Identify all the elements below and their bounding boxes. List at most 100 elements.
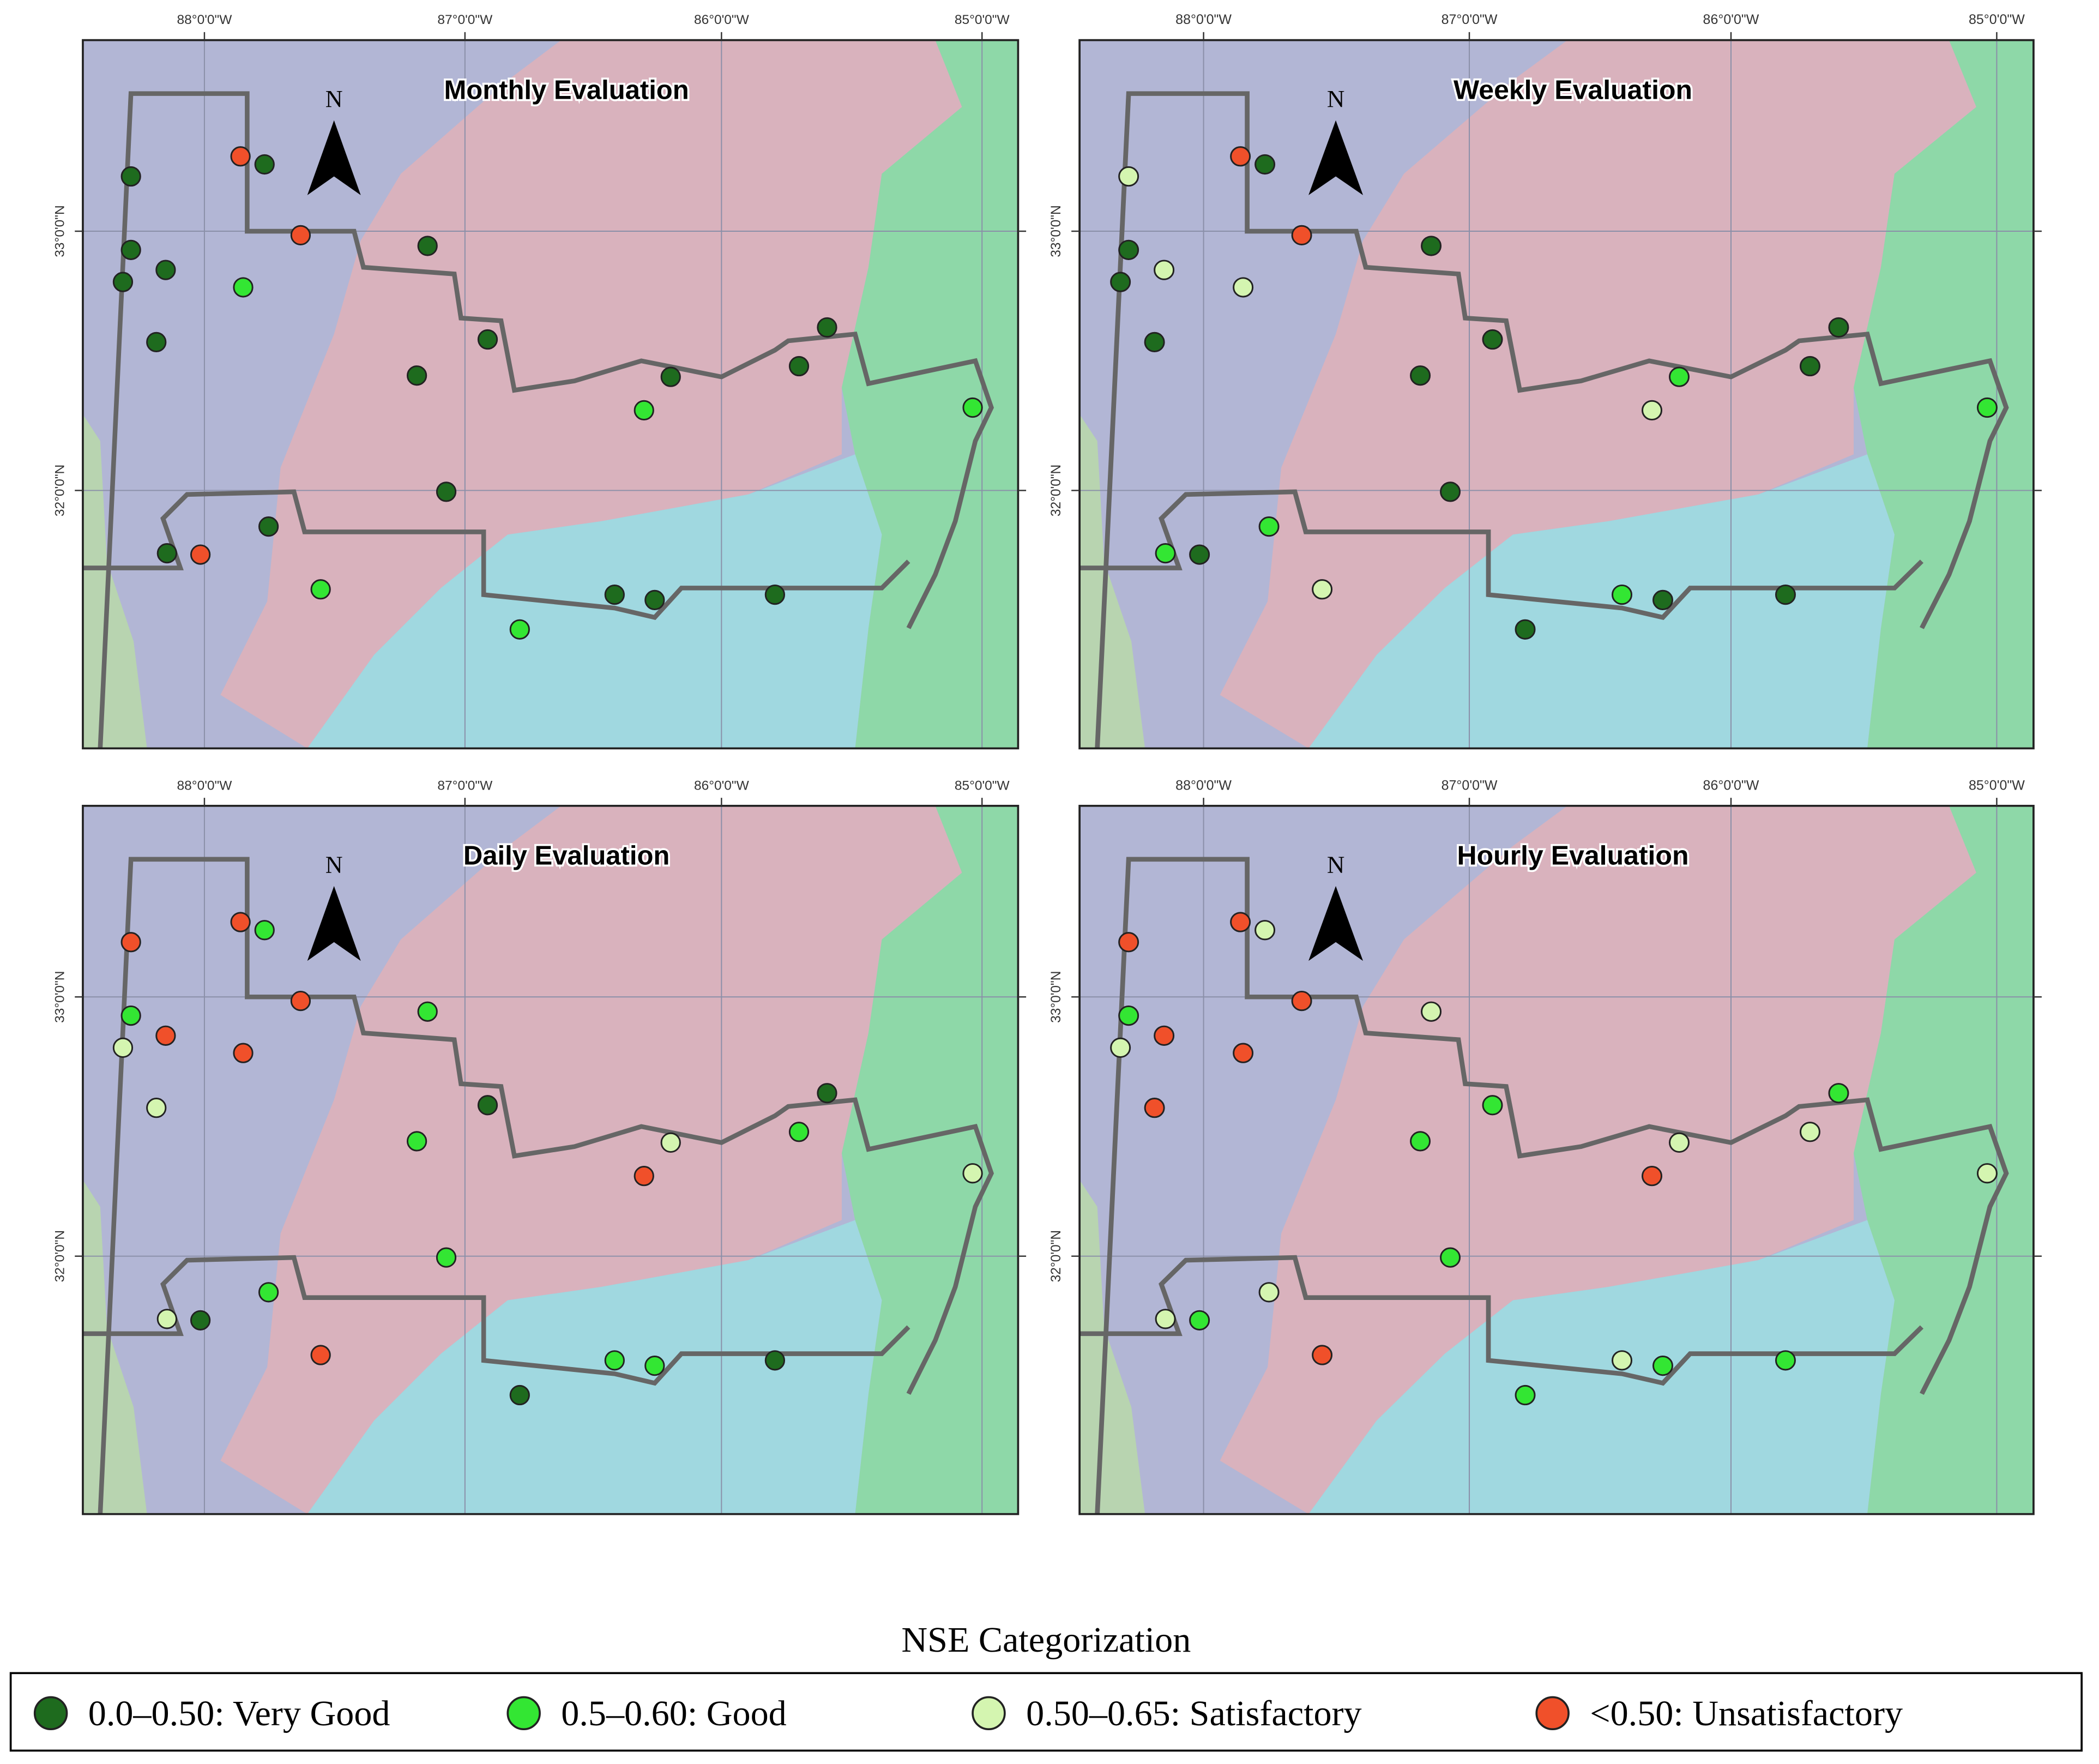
station xyxy=(417,1001,438,1022)
station xyxy=(1799,1122,1820,1142)
station xyxy=(1482,329,1503,350)
lat-tick-label: 33°0'0"N xyxy=(53,971,68,1023)
lon-tick-label: 88°0'0"W xyxy=(1175,779,1232,793)
basin-area xyxy=(220,40,962,749)
legend-marker xyxy=(972,1696,1006,1731)
station xyxy=(155,260,176,280)
station xyxy=(1642,1166,1663,1187)
lat-tick-label: 32°0'0"N xyxy=(1049,1230,1064,1282)
station xyxy=(254,154,275,175)
station xyxy=(1652,1356,1674,1376)
station xyxy=(962,1163,983,1184)
station xyxy=(509,619,530,640)
legend-label: 0.5–0.60: Good xyxy=(561,1694,786,1733)
river-border xyxy=(1095,857,2009,1514)
station xyxy=(1110,1037,1131,1058)
river-border xyxy=(98,91,994,749)
station xyxy=(1110,272,1131,292)
station xyxy=(1189,544,1210,565)
station xyxy=(310,1345,331,1365)
river-border xyxy=(98,857,994,1514)
station xyxy=(1612,1350,1633,1371)
station xyxy=(1230,912,1251,932)
station xyxy=(1828,317,1849,338)
station xyxy=(644,1356,665,1376)
station xyxy=(660,366,681,387)
basin-area xyxy=(841,805,1018,1514)
map-frame xyxy=(82,39,1020,750)
station xyxy=(230,912,251,932)
station xyxy=(1118,166,1139,187)
north-label: N xyxy=(1327,86,1344,113)
north-label: N xyxy=(325,86,343,112)
station xyxy=(120,166,141,187)
station xyxy=(604,584,625,605)
station xyxy=(406,365,427,386)
basin-area xyxy=(1853,805,2034,1514)
lon-tick-label: 88°0'0"W xyxy=(177,13,233,27)
basin-area xyxy=(82,1179,147,1514)
basin-area xyxy=(1220,805,1976,1514)
station xyxy=(477,329,498,350)
panel-title: Daily Evaluation xyxy=(463,841,670,871)
station xyxy=(112,272,134,292)
basin-area xyxy=(1079,414,1145,749)
station xyxy=(1118,932,1139,953)
station xyxy=(233,277,254,298)
station xyxy=(1233,277,1254,298)
basin-area xyxy=(1853,40,2034,749)
station xyxy=(417,236,438,256)
north-label: N xyxy=(1327,851,1344,878)
map-frame xyxy=(1078,39,2035,750)
station xyxy=(1254,154,1276,175)
station xyxy=(1291,225,1312,246)
station xyxy=(644,589,665,611)
station xyxy=(1230,146,1251,167)
station xyxy=(1652,589,1674,611)
lat-tick-label: 32°0'0"N xyxy=(53,1230,68,1282)
basin-area xyxy=(841,40,1018,749)
legend-marker xyxy=(33,1696,68,1731)
basin-area xyxy=(1308,1220,1895,1514)
lon-tick-label: 88°0'0"W xyxy=(1175,13,1232,27)
river-border xyxy=(1079,1255,1924,1386)
map-frame xyxy=(82,804,1020,1515)
station xyxy=(660,1132,681,1153)
lat-tick-label: 33°0'0"N xyxy=(53,205,68,257)
station xyxy=(764,584,786,605)
north-label: N xyxy=(325,851,343,878)
legend-label: 0.50–0.65: Satisfactory xyxy=(1026,1694,1362,1733)
station xyxy=(1189,1310,1210,1330)
legend-box xyxy=(9,1672,2083,1752)
station xyxy=(156,1309,177,1329)
station xyxy=(406,1131,427,1152)
station xyxy=(258,516,279,537)
station xyxy=(146,332,167,353)
station xyxy=(1976,1163,1998,1184)
station xyxy=(1144,1098,1165,1118)
station xyxy=(1144,332,1165,353)
station xyxy=(1421,236,1442,256)
station xyxy=(1258,1282,1280,1303)
lon-tick-label: 87°0'0"W xyxy=(1441,779,1498,793)
station xyxy=(1155,1309,1176,1329)
station xyxy=(1669,1132,1690,1153)
map-panel: 88°0'0"W 87°0'0"W 86°0'0"W 85°0'0"W 33°0'0"N… xyxy=(53,778,1027,1515)
lon-tick-label: 85°0'0"W xyxy=(955,778,1010,793)
lon-tick-label: 85°0'0"W xyxy=(1969,13,2025,27)
north-arrow xyxy=(307,120,361,195)
legend-label: 0.0–0.50: Very Good xyxy=(88,1694,390,1733)
panel-title: Hourly Evaluation xyxy=(1457,841,1689,870)
station xyxy=(1421,1001,1442,1022)
station xyxy=(477,1095,498,1116)
lon-tick-label: 87°0'0"W xyxy=(437,13,493,27)
station xyxy=(112,1037,134,1058)
station xyxy=(509,1384,530,1406)
legend-marker xyxy=(1535,1696,1570,1731)
north-arrow xyxy=(307,886,361,961)
basin-area xyxy=(220,805,962,1514)
legend-marker xyxy=(506,1696,541,1731)
station xyxy=(604,1350,625,1371)
lat-tick-label: 33°0'0"N xyxy=(1049,971,1064,1023)
panel-title: Weekly Evaluation xyxy=(1453,75,1692,105)
